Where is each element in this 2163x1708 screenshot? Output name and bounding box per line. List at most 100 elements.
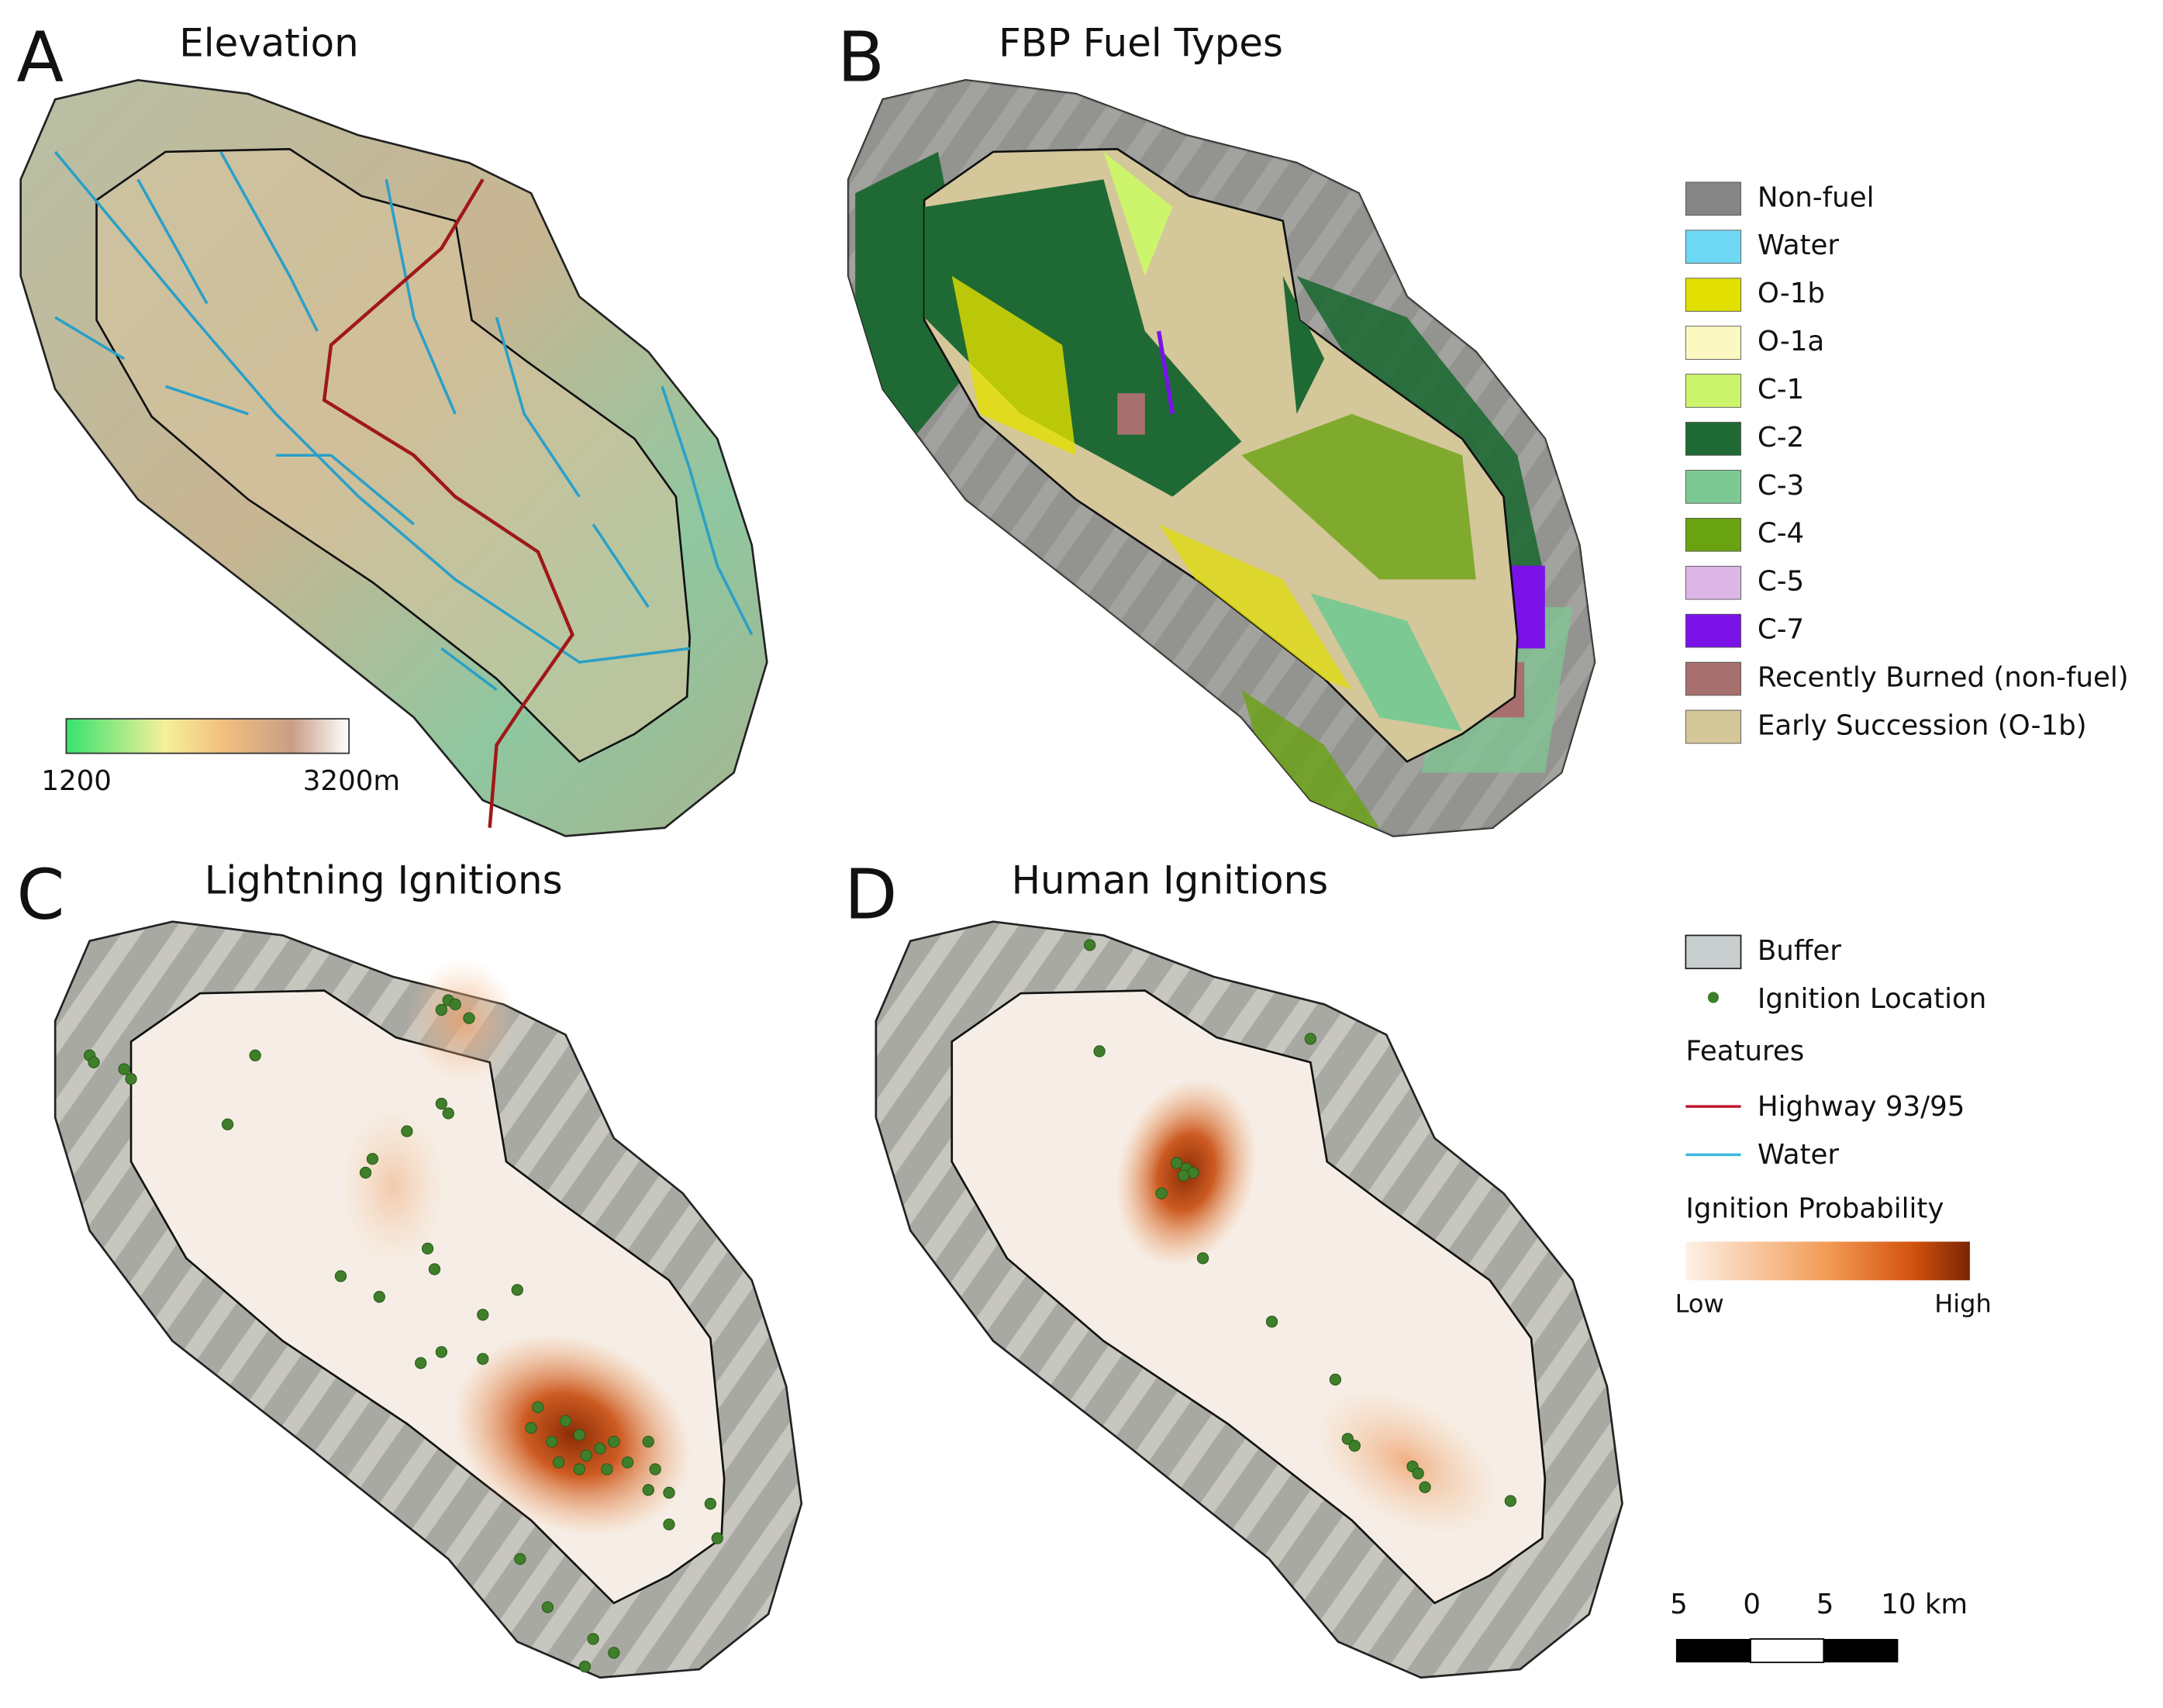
- ignition-point: [428, 1263, 441, 1275]
- ignition-point: [642, 1435, 654, 1448]
- fuel-swatch: [1685, 565, 1741, 600]
- ignition-point: [1504, 1495, 1517, 1507]
- ignition-point: [559, 1415, 572, 1427]
- panel-c-map: [53, 920, 803, 1679]
- fuel-swatch: [1685, 613, 1741, 648]
- ignition-point: [514, 1553, 526, 1565]
- panel-letter: D: [844, 854, 898, 935]
- ignition-point: [552, 1456, 565, 1468]
- ignition-point: [587, 1633, 599, 1645]
- scale-segment: [1675, 1638, 1751, 1663]
- panel-title: Human Ignitions: [1012, 857, 1329, 902]
- ignition-point: [649, 1463, 661, 1475]
- fuel-swatch: [1685, 517, 1741, 552]
- ignition-point: [621, 1456, 634, 1468]
- legend-label: C-1: [1758, 374, 1804, 405]
- ignition-point: [711, 1532, 723, 1544]
- ignition-point: [608, 1647, 620, 1659]
- scale-label: 10 km: [1881, 1589, 1968, 1620]
- ignition-point: [463, 1012, 475, 1024]
- scale-segment: [1750, 1638, 1825, 1664]
- panel-title: Lightning Ignitions: [205, 857, 563, 902]
- fuel-swatch: [1685, 422, 1741, 456]
- ignition-point: [546, 1435, 558, 1448]
- ignition-point: [1155, 1187, 1168, 1199]
- ignition-point: [421, 1242, 434, 1255]
- fuel-swatch: [1685, 470, 1741, 504]
- fuel-legend: Non-fuel Water O-1b O-1a C-1 C-2 C-3 C-4 C-5 C-7 R…: [1685, 181, 2129, 744]
- ignition-point: [594, 1442, 606, 1455]
- elevation-min-label: 1200: [41, 765, 112, 797]
- ignition-point: [704, 1497, 717, 1510]
- probability-colorbar: [1685, 1241, 1970, 1281]
- ignition-point: [88, 1056, 100, 1068]
- ignition-point: [541, 1601, 554, 1613]
- legend-label: Ignition Location: [1758, 983, 1986, 1015]
- ignition-point: [401, 1125, 413, 1137]
- panel-title: FBP Fuel Types: [999, 20, 1283, 65]
- ignition-point: [1196, 1252, 1209, 1265]
- legend-label: Non-fuel: [1758, 181, 1875, 213]
- elevation-max-label: 3200m: [303, 765, 400, 797]
- ignition-point: [477, 1353, 489, 1365]
- panel-title: Elevation: [179, 20, 358, 65]
- ignition-point: [435, 1003, 448, 1016]
- legend-label: C-3: [1758, 470, 1804, 502]
- ignition-point: [580, 1449, 592, 1461]
- scale-bar: 5 0 5 10 km: [1670, 1589, 1968, 1664]
- legend-label: Recently Burned (non-fuel): [1758, 662, 2129, 694]
- ignition-point: [118, 1063, 130, 1075]
- legend-label: C-4: [1758, 518, 1804, 550]
- ignition-point: [1304, 1033, 1317, 1045]
- ignition-point: [578, 1660, 592, 1673]
- legend-label: C-2: [1758, 422, 1804, 454]
- ignition-point: [601, 1463, 613, 1475]
- legend-label: Buffer: [1758, 935, 1841, 967]
- panel-b-map: [847, 78, 1596, 837]
- ignition-point: [477, 1309, 489, 1321]
- ignition-point: [334, 1270, 347, 1282]
- ignition-point: [663, 1518, 675, 1530]
- legend-label: High: [1934, 1289, 1992, 1318]
- ignition-point: [663, 1486, 675, 1499]
- fuel-swatch: [1685, 709, 1741, 744]
- ignition-point: [221, 1118, 234, 1130]
- ignition-point: [249, 1049, 261, 1061]
- fuel-swatch: [1685, 374, 1741, 408]
- scale-label: 5: [1816, 1589, 1834, 1620]
- elevation-colorbar: [65, 718, 350, 754]
- fuel-swatch: [1685, 181, 1741, 216]
- legend-label: O-1a: [1758, 326, 1824, 357]
- ignition-point: [442, 1107, 454, 1120]
- ignition-point: [1419, 1481, 1431, 1493]
- ignition-point: [373, 1291, 385, 1303]
- ignition-legend: Buffer Ignition Location Features Highwa…: [1675, 934, 1992, 1318]
- legend-label: Low: [1675, 1289, 1724, 1318]
- ignition-point: [1412, 1467, 1424, 1480]
- ignition-point: [415, 1357, 427, 1369]
- fuel-swatch: [1685, 229, 1741, 264]
- ignition-point: [1348, 1440, 1361, 1452]
- scale-label: 5: [1670, 1589, 1688, 1620]
- buffer-swatch: [1685, 934, 1742, 970]
- scale-segment: [1823, 1638, 1899, 1663]
- panel-a-map: [19, 78, 768, 837]
- ignition-point: [435, 1097, 448, 1110]
- legend-label: C-7: [1758, 614, 1804, 646]
- ignition-point: [573, 1428, 585, 1441]
- ignition-point: [573, 1463, 585, 1475]
- ignition-point: [1329, 1373, 1342, 1386]
- panel-letter: A: [16, 17, 64, 98]
- ignition-point: [1265, 1316, 1278, 1328]
- ignition-point: [1178, 1169, 1190, 1182]
- scale-label: 0: [1743, 1589, 1761, 1620]
- legend-label: Early Succession (O-1b): [1758, 709, 2087, 741]
- ignition-point: [532, 1401, 544, 1413]
- fuel-swatch: [1685, 278, 1741, 312]
- ignition-swatch: [1707, 992, 1720, 1003]
- panel-letter: B: [837, 17, 885, 98]
- legend-label: O-1b: [1758, 278, 1825, 309]
- legend-label: Water: [1758, 229, 1840, 261]
